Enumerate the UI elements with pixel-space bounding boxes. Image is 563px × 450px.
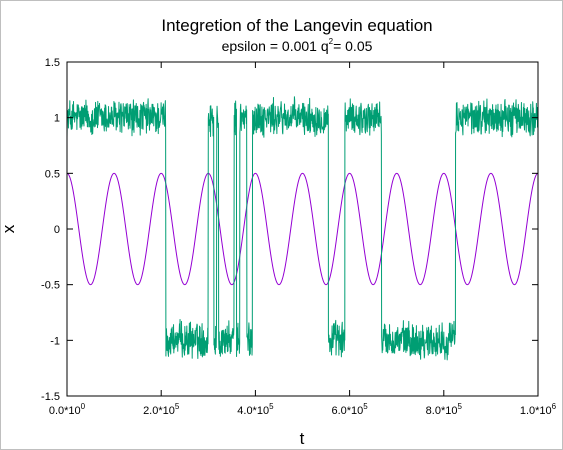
chart-title: Integretion of the Langevin equation [161, 16, 432, 35]
series-0 [66, 172, 539, 286]
series-1-line [66, 96, 539, 361]
x-tick-label: 4.0*105 [237, 402, 274, 417]
y-axis-ticks: 1.5 1 0.5 0 -0.5 -1 -1.5 [41, 57, 538, 403]
x-tick-label: 1.0*106 [520, 402, 557, 417]
chart-subtitle: epsilon = 0.001 q2= 0.05 [222, 37, 373, 54]
series-1 [66, 96, 539, 361]
series-0-line [66, 172, 539, 286]
y-tick-label: 1 [54, 113, 60, 125]
x-tick-label: 6.0*105 [331, 402, 368, 417]
y-tick-label: 0.5 [45, 168, 60, 180]
x-tick-label: 8.0*105 [426, 402, 463, 417]
x-axis-ticks: 0.0*100 2.0*105 4.0*105 6.0*105 8.0*105 1.0*1… [49, 62, 557, 417]
x-tick-label: 0.0*100 [49, 402, 86, 417]
x-axis-label: t [300, 429, 305, 448]
x-tick-label: 2.0*105 [143, 402, 180, 417]
y-tick-label: 1.5 [45, 57, 60, 69]
y-tick-label: -1 [50, 335, 60, 347]
y-axis-label: x [0, 224, 18, 233]
y-tick-label: -0.5 [41, 280, 60, 292]
y-tick-label: 0 [54, 224, 60, 236]
series-layer [66, 96, 539, 361]
y-tick-label: -1.5 [41, 391, 60, 403]
